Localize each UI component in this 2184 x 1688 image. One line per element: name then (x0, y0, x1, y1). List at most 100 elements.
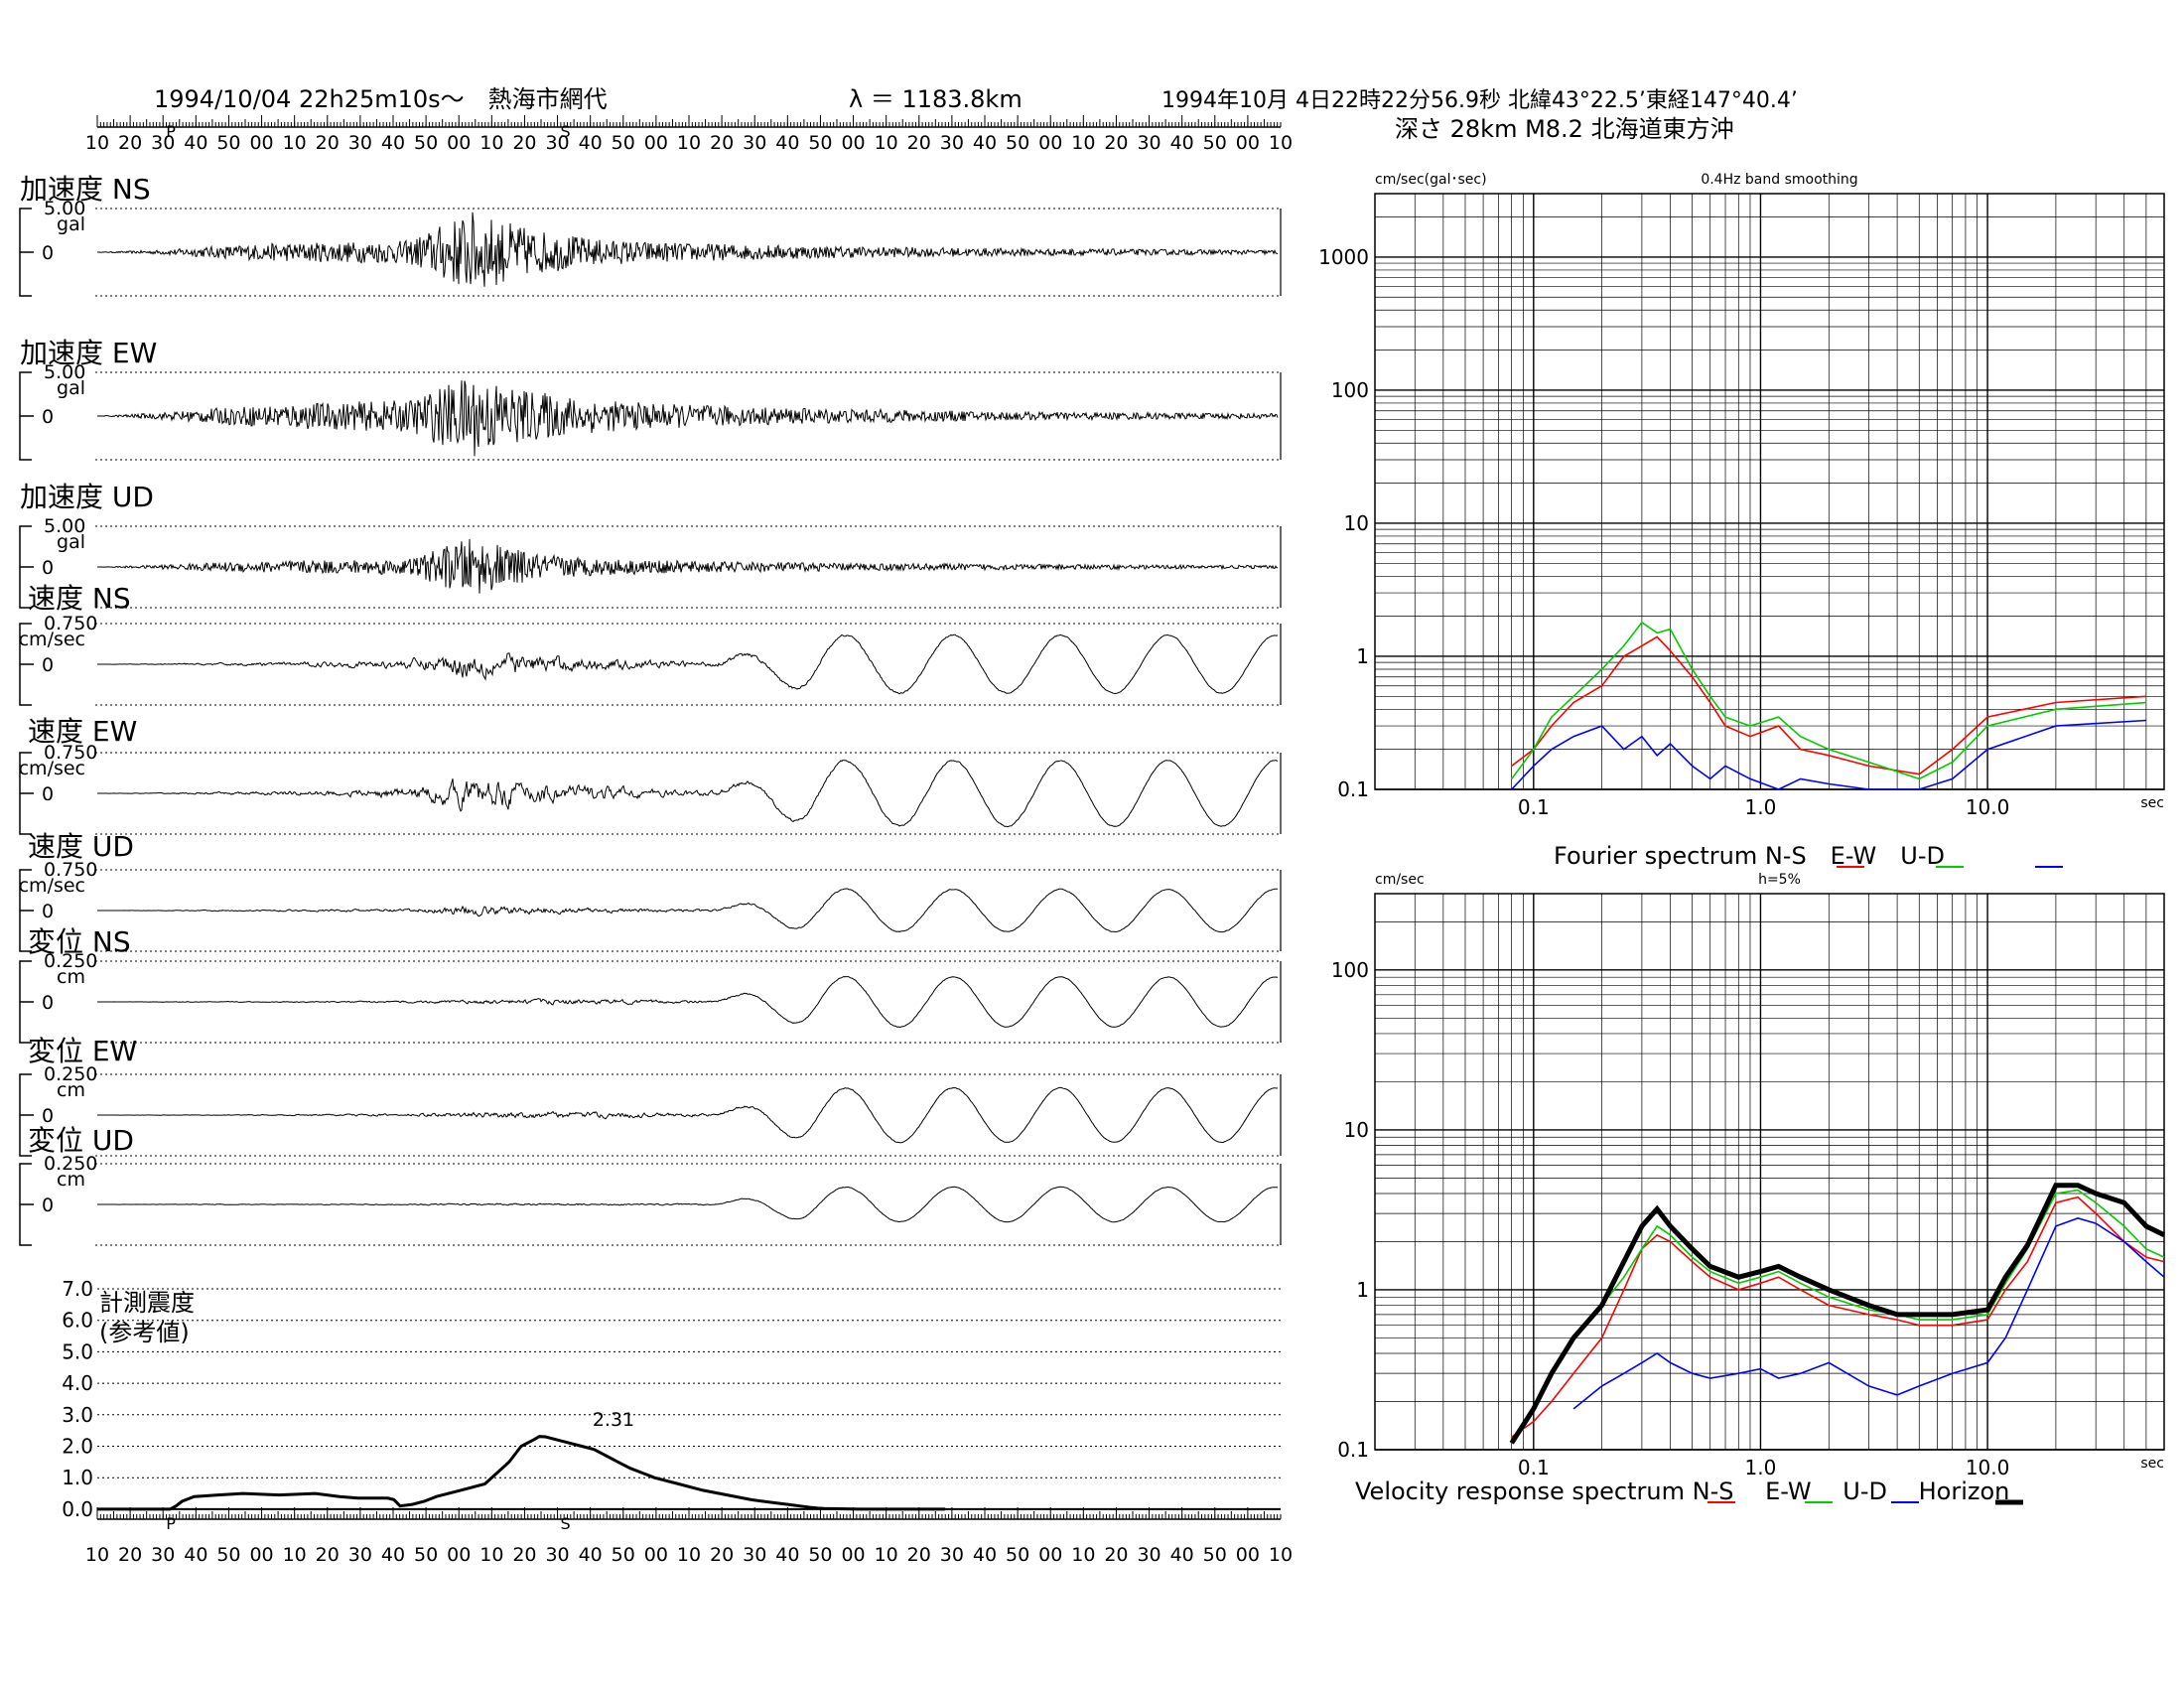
scale-unit: cm/sec (19, 629, 85, 650)
time-tick-label: 00 (447, 132, 471, 154)
time-tick-label: 00 (249, 132, 273, 154)
waveform-trace (97, 888, 1278, 933)
time-tick-label: 10 (1071, 1544, 1095, 1566)
y-tick-label: 1 (1356, 644, 1369, 668)
time-tick-label: 20 (118, 1544, 142, 1566)
zero-label: 0 (42, 1195, 54, 1216)
time-tick-label: 20 (907, 1544, 931, 1566)
time-tick-label: 40 (775, 132, 799, 154)
time-tick-label: 40 (1170, 1544, 1194, 1566)
s-arrival-marker: S (561, 1514, 571, 1533)
time-tick-label: 40 (775, 1544, 799, 1566)
series-Horizon (1509, 1183, 2166, 1445)
y-tick-label: 0.1 (1337, 777, 1369, 801)
time-tick-label: 50 (1203, 132, 1227, 154)
time-tick-label: 00 (1038, 132, 1062, 154)
intensity-tick-label: 2.0 (62, 1435, 93, 1459)
scale-value: 0.750 (44, 613, 97, 634)
legend-text: Fourier spectrum N-S E-W U-D (1554, 842, 1945, 870)
time-tick-label: 40 (579, 1544, 603, 1566)
scale-unit: cm/sec (19, 875, 85, 897)
intensity-tick-label: 7.0 (62, 1277, 93, 1301)
scale-unit: gal (57, 377, 85, 399)
time-tick-label: 20 (512, 132, 536, 154)
time-tick-label: 30 (545, 1544, 569, 1566)
time-tick-label: 40 (184, 1544, 207, 1566)
time-tick-label: 30 (743, 132, 766, 154)
time-tick-label: 10 (677, 132, 701, 154)
scale-value: 0.250 (44, 950, 97, 972)
plot-frame (1374, 193, 2165, 790)
scale-unit: gal (57, 213, 85, 235)
series-N-S (1511, 635, 2146, 775)
channel-title: 速度 NS (28, 582, 131, 615)
time-tick-label: 10 (479, 1544, 503, 1566)
channel-title: 変位 EW (28, 1035, 137, 1067)
intensity-tick-label: 1.0 (62, 1466, 93, 1489)
x-axis-label: sec (2140, 1456, 2164, 1472)
time-tick-label: 10 (677, 1544, 701, 1566)
time-tick-label: 50 (1006, 1544, 1029, 1566)
scale-value: 5.00 (44, 361, 85, 383)
scale-value: 0.750 (44, 859, 97, 881)
chart-title: 0.4Hz band smoothing (1701, 172, 1857, 188)
time-tick-label: 20 (907, 132, 931, 154)
quake-info-line2: 深さ 28km M8.2 北海道東方沖 (1395, 115, 1734, 143)
time-tick-label: 50 (216, 1544, 240, 1566)
time-tick-label: 10 (283, 1544, 307, 1566)
channel-title: 加速度 EW (20, 337, 157, 369)
time-tick-label: 10 (85, 132, 109, 154)
series-U-D (1572, 1217, 2165, 1410)
time-tick-label: 00 (644, 1544, 668, 1566)
series-U-D (1511, 719, 2146, 790)
time-tick-label: 00 (644, 132, 668, 154)
time-tick-label: 50 (414, 132, 438, 154)
time-tick-label: 10 (283, 132, 307, 154)
channel-title: 加速度 NS (20, 173, 151, 206)
waveform-trace (97, 759, 1279, 828)
time-tick-label: 30 (1137, 132, 1160, 154)
time-tick-label: 20 (710, 132, 734, 154)
time-tick-label: 40 (381, 132, 405, 154)
scale-value: 5.00 (44, 198, 85, 219)
waveform-trace (97, 633, 1279, 695)
y-tick-label: 1 (1356, 1278, 1369, 1302)
record-label: 1994/10/04 22h25m10s〜 熱海市網代 (154, 85, 608, 113)
time-tick-label: 00 (1038, 1544, 1062, 1566)
scale-value: 0.250 (44, 1153, 97, 1175)
zero-label: 0 (42, 901, 54, 922)
time-axis-top: 10 20 30 40 50 00 10 20 30 40 50 00 10 20 30 40 50 00 10 20… (85, 115, 1293, 154)
time-tick-label: 50 (612, 1544, 635, 1566)
x-axis-label: sec (2140, 795, 2164, 811)
time-tick-label: 40 (973, 1544, 997, 1566)
scale-unit: cm (57, 1079, 85, 1101)
zero-label: 0 (42, 557, 54, 579)
intensity-curve (97, 1435, 945, 1511)
p-arrival-marker: P (166, 1514, 176, 1533)
x-tick-label: 10.0 (1966, 795, 2010, 819)
waveform-trace (97, 1086, 1279, 1144)
channel-title: 変位 UD (28, 1124, 134, 1157)
fourier-spectrum-chart: 0.1 1.0 10.0 0.1 1 10 100 1000 cm/sec(gal･sec) 0.… (1318, 172, 2165, 870)
intensity-tick-label: 0.0 (62, 1497, 93, 1521)
time-tick-label: 10 (875, 1544, 898, 1566)
time-tick-label: 30 (1137, 1544, 1160, 1566)
time-tick-label: 00 (447, 1544, 471, 1566)
time-tick-label: 40 (381, 1544, 405, 1566)
intensity-tick-label: 6.0 (62, 1309, 93, 1333)
waveform-trace (97, 1186, 1279, 1223)
zero-label: 0 (42, 783, 54, 805)
scale-value: 5.00 (44, 515, 85, 537)
time-tick-label: 00 (841, 132, 865, 154)
time-tick-label: 20 (710, 1544, 734, 1566)
y-axis-label: cm/sec(gal･sec) (1375, 172, 1487, 188)
s-arrival-marker: S (561, 122, 571, 141)
y-tick-label: 1000 (1318, 245, 1369, 269)
zero-label: 0 (42, 992, 54, 1014)
time-tick-label: 10 (479, 132, 503, 154)
time-axis-bottom: 10 20 30 40 50 00 10 20 30 40 50 00 10 20 30 40 50 00 10 20… (85, 1507, 1293, 1566)
